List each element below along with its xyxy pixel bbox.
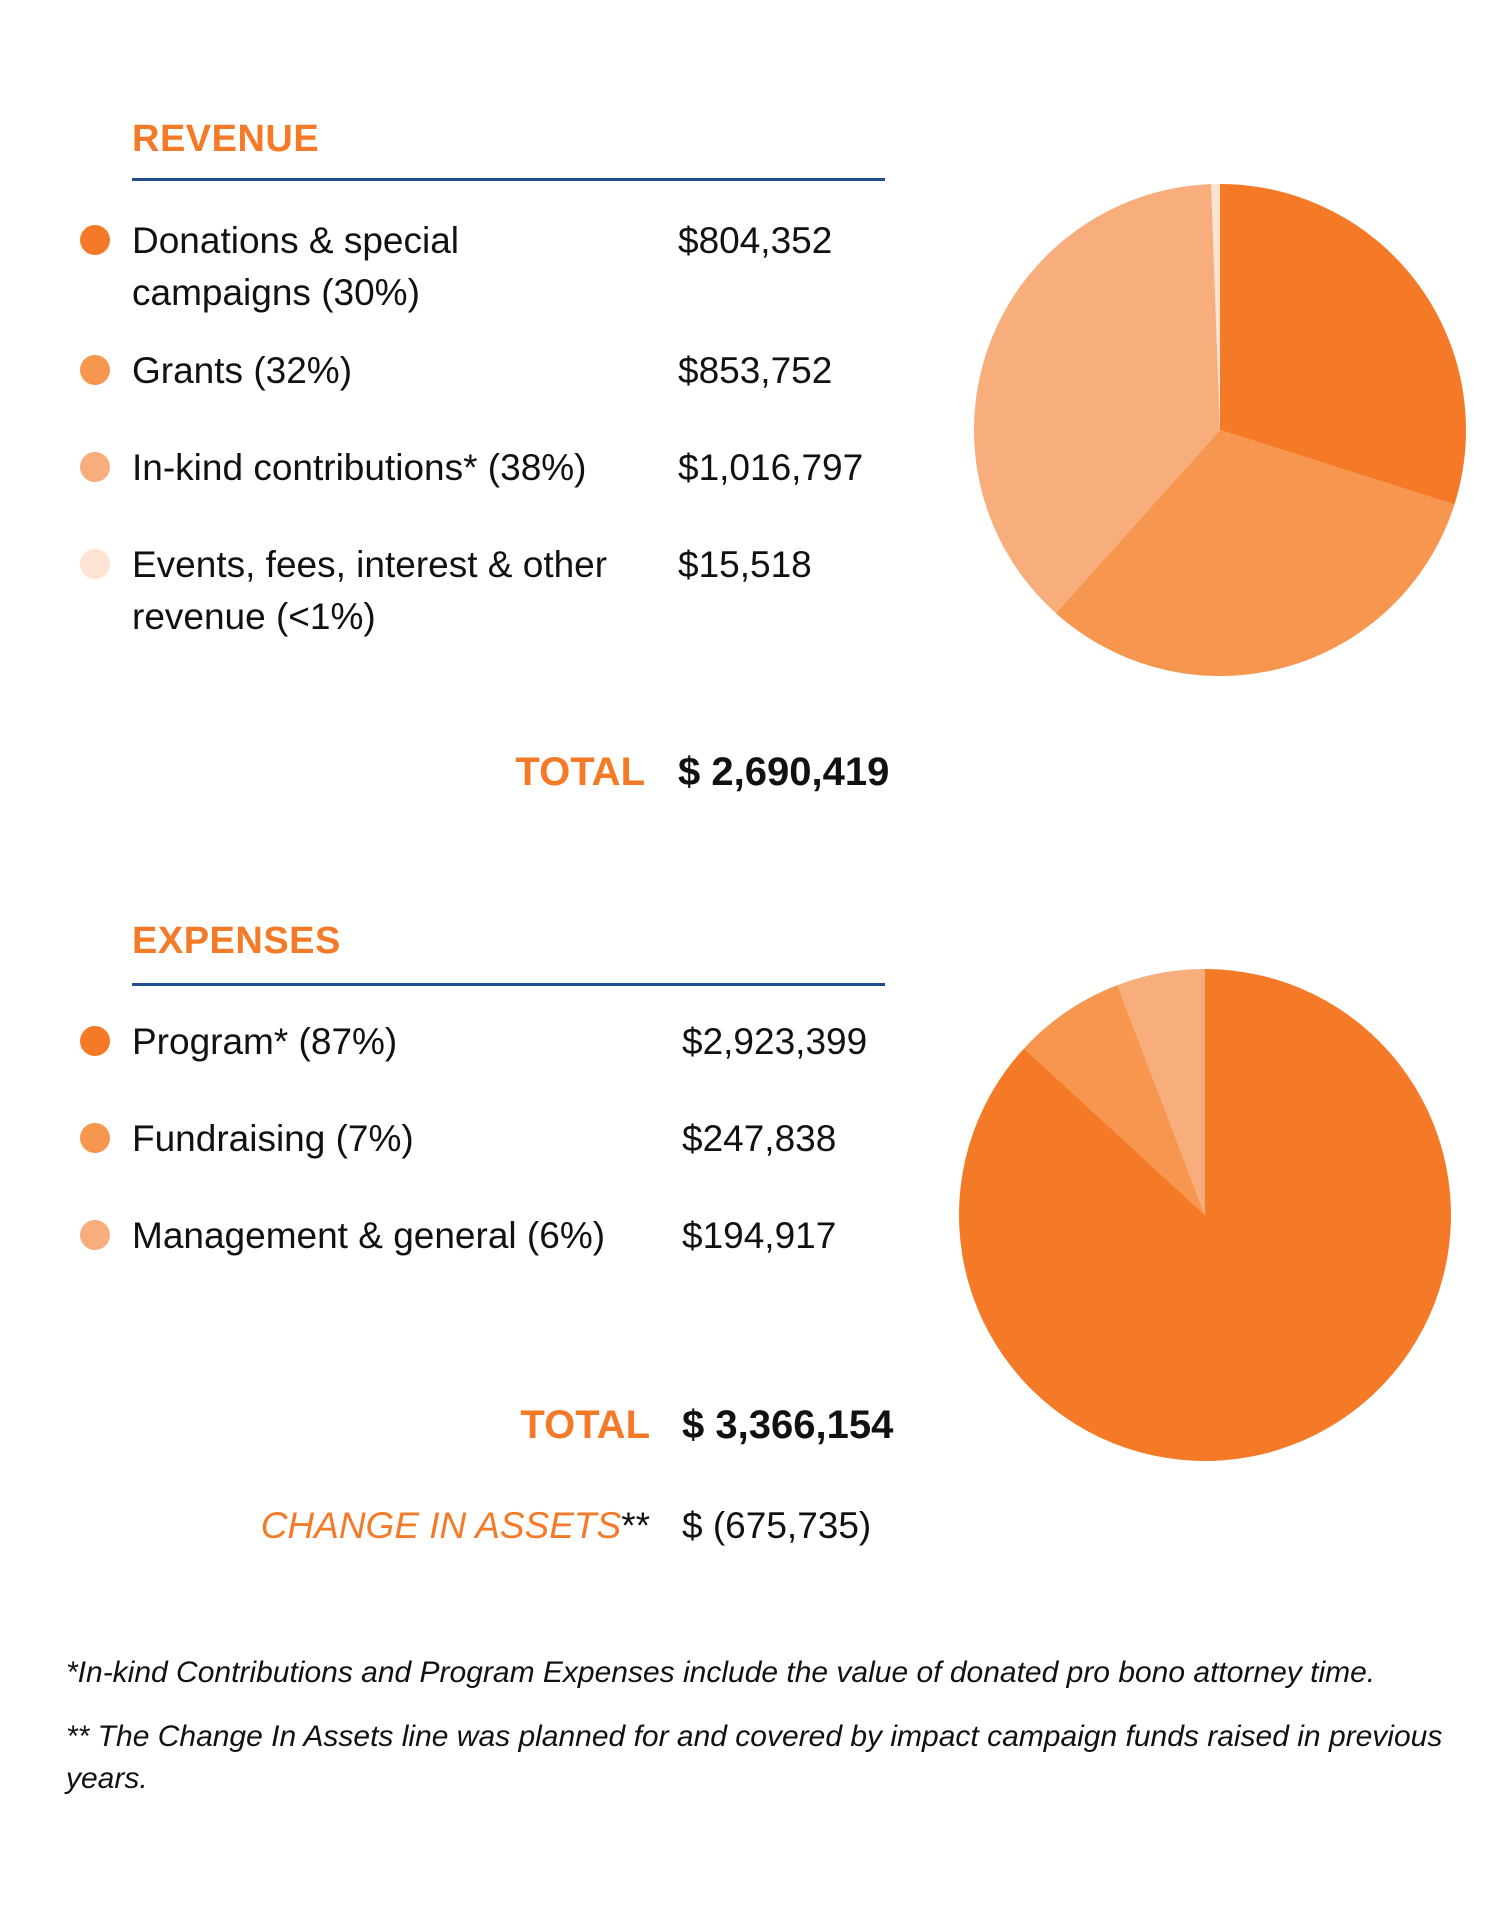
expenses-total-label: TOTAL bbox=[520, 1403, 650, 1447]
revenue-total-label: TOTAL bbox=[515, 750, 645, 794]
revenue-total-amount: $ 2,690,419 bbox=[678, 750, 890, 794]
revenue-heading: REVENUE bbox=[132, 118, 320, 160]
revenue-item-amount: $804,352 bbox=[678, 220, 833, 261]
revenue-item-amount: $15,518 bbox=[678, 544, 812, 585]
footnote-change-in-assets: ** The Change In Assets line was planned… bbox=[66, 1720, 1443, 1795]
expenses-item-amount: $194,917 bbox=[682, 1215, 837, 1256]
revenue-divider bbox=[132, 178, 885, 181]
expenses-pie-slice-2 bbox=[1117, 969, 1205, 1215]
revenue-pie-slice-2 bbox=[974, 184, 1220, 614]
expenses-item-label: Management & general (6%) bbox=[132, 1215, 606, 1256]
change-in-assets-amount: $ (675,735) bbox=[682, 1505, 872, 1546]
revenue-item-label: Events, fees, interest & other revenue (… bbox=[132, 544, 608, 637]
fundraising-dot-icon bbox=[80, 1123, 110, 1153]
revenue-pie-slice-0 bbox=[1220, 184, 1466, 505]
expenses-item-amount: $2,923,399 bbox=[682, 1021, 868, 1062]
expenses-item-label: Program* (87%) bbox=[132, 1021, 398, 1062]
expenses-item-label: Fundraising (7%) bbox=[132, 1118, 414, 1159]
change-in-assets-stars: ** bbox=[621, 1505, 650, 1546]
change-in-assets-text: CHANGE IN ASSETS bbox=[260, 1505, 622, 1546]
expenses-pie-slice-0 bbox=[958, 969, 1451, 1461]
expenses-item-amount: $247,838 bbox=[682, 1118, 837, 1159]
revenue-item-amount: $1,016,797 bbox=[678, 447, 864, 488]
revenue-item-label: Donations & special campaigns (30%) bbox=[132, 220, 460, 313]
management-dot-icon bbox=[80, 1220, 110, 1250]
change-in-assets-label: CHANGE IN ASSETS** bbox=[180, 1505, 650, 1547]
expenses-pie-slice-1 bbox=[1024, 985, 1205, 1215]
expenses-pie-chart bbox=[958, 969, 1451, 1461]
expenses-divider bbox=[132, 983, 885, 986]
revenue-item-label: Grants (32%) bbox=[132, 350, 353, 391]
revenue-item-label: In-kind contributions* (38%) bbox=[132, 447, 587, 488]
grants-dot-icon bbox=[80, 355, 110, 385]
program-dot-icon bbox=[80, 1026, 110, 1056]
events-dot-icon bbox=[80, 549, 110, 579]
expenses-total-amount: $ 3,366,154 bbox=[682, 1403, 894, 1447]
expenses-heading: EXPENSES bbox=[132, 920, 341, 962]
revenue-pie-slice-1 bbox=[1055, 430, 1455, 676]
in-kind-dot-icon bbox=[80, 452, 110, 482]
footnote-in-kind: *In-kind Contributions and Program Expen… bbox=[66, 1656, 1376, 1689]
revenue-item-amount: $853,752 bbox=[678, 350, 833, 391]
revenue-pie-slice-3 bbox=[1211, 184, 1220, 430]
donations-dot-icon bbox=[80, 225, 110, 255]
revenue-pie-chart bbox=[974, 184, 1466, 676]
